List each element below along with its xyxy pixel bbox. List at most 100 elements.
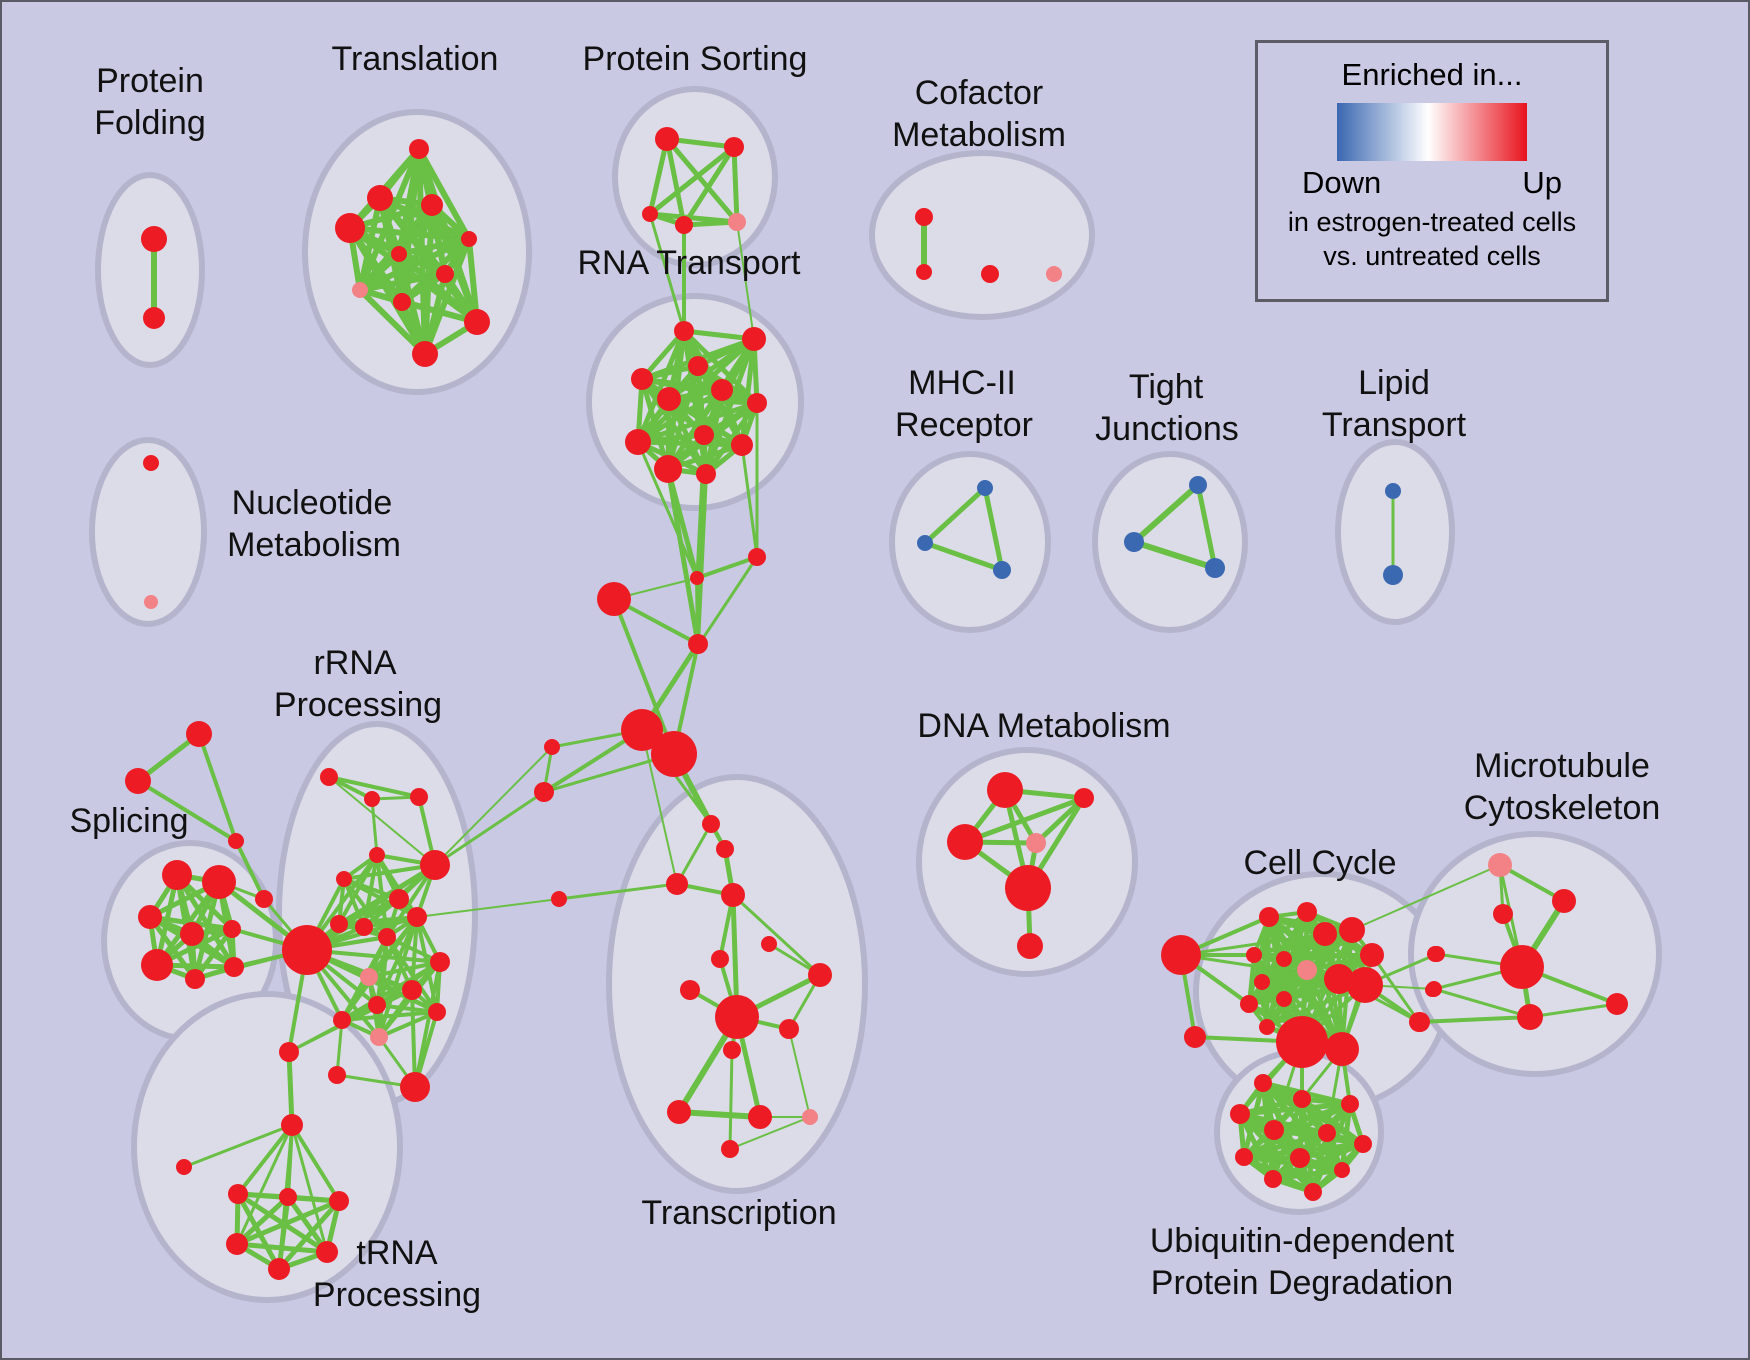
edge-rr21-rr22 [286,1051,295,1126]
node-x2 [125,768,151,794]
edge-ps2-ps4 [681,145,737,227]
node-s2 [202,865,236,899]
node-t1 [409,139,429,159]
node-s9 [255,890,273,908]
edge-t4-t5 [349,225,470,242]
node-ps2 [724,137,744,157]
node-d5 [1005,865,1051,911]
node-rr3 [410,788,428,806]
edge-s5-s7 [192,927,235,981]
cluster-label-protein-sorting: Protein Sorting [583,40,808,78]
edge-r7-r9 [637,400,758,445]
node-tr9 [680,980,700,1000]
node-c13 [1276,991,1292,1007]
node-tr16 [721,1140,739,1158]
node-c5 [1339,917,1365,943]
node-rr16 [428,1003,446,1021]
node-t10 [464,309,490,335]
edge-rr1-rr7 [328,776,436,866]
node-hub1 [621,709,663,751]
node-t4 [335,213,365,243]
edge-t6-t10 [397,251,479,325]
node-tr7 [761,936,777,952]
edge-tn5-tn6 [236,1241,328,1255]
node-tn3 [279,1188,297,1206]
node-m2 [917,535,933,551]
node-u7 [1354,1135,1372,1153]
node-d4 [1026,833,1046,853]
edge-rr2-rr4 [370,798,379,856]
node-u11 [1264,1170,1282,1188]
node-t9 [393,293,411,311]
node-tr1 [702,815,720,833]
node-r1 [674,321,694,341]
node-d1 [987,772,1023,808]
legend-down-label: Down [1302,165,1382,200]
legend-caption-line2: vs. untreated cells [1323,241,1541,271]
node-mt1 [1488,853,1512,877]
node-rr2 [364,791,380,807]
node-tr10 [715,995,759,1039]
edge-ps1-ps5 [665,137,739,224]
node-tr14 [748,1105,772,1129]
node-c7 [1246,947,1262,963]
node-tn2 [228,1184,248,1204]
cluster-label-cofactor-metabolism: Metabolism [892,116,1066,154]
edge-r4-r7 [641,376,758,406]
edge-lb2-rr7 [434,790,545,867]
node-u8 [1235,1148,1253,1166]
cluster-label-tight-junctions: Junctions [1095,410,1239,448]
cluster-label-translation: Translation [332,40,499,78]
node-rr17 [360,968,378,986]
cluster-ellipse-mhc-ii-receptor [889,451,1051,633]
edge-d2-d4 [1034,796,1086,845]
edge-rr14-rr16 [376,1003,438,1014]
node-t5 [461,231,477,247]
node-r2 [742,327,766,351]
cluster-label-splicing: Splicing [69,802,188,840]
cluster-label-cofactor-metabolism: Cofactor [915,74,1044,112]
node-ch2 [748,548,766,566]
edge-r7-r12 [703,401,760,476]
edge-c7-c18 [1252,953,1344,1051]
edge-t8-t11 [357,287,428,357]
node-rr15 [333,1011,351,1029]
edge-m1-m3 [982,487,1005,571]
node-rr13 [402,980,422,1000]
node-x3 [228,833,244,849]
node-r5 [711,379,733,401]
edge-mt6-mt8 [1433,987,1531,1019]
cluster-label-mhc-ii-receptor: Receptor [895,406,1033,444]
edge-r1-r9 [635,330,687,443]
edge-u10-u11 [1272,1167,1343,1182]
edge-ps2-ps5 [731,146,740,223]
edge-ch3-hub2 [612,598,676,755]
edge-t7-t8 [359,271,446,293]
cluster-label-ubiquitin: Protein Degradation [1151,1264,1453,1302]
node-rr4 [369,847,385,863]
node-tr8 [808,963,832,987]
node-c16 [1184,1026,1206,1048]
node-tn4 [329,1191,349,1211]
node-d2 [1074,788,1094,808]
node-lb2 [534,782,554,802]
node-r3 [688,356,708,376]
edge-mt8-mt9 [1529,1002,1618,1019]
node-mt3 [1493,904,1513,924]
node-r7 [747,393,767,413]
edge-ps3-r1 [648,213,686,332]
edge-hub1-tr3 [641,729,678,885]
edge-rr12-rr17 [368,960,441,979]
node-ch4 [688,634,708,654]
node-tr6 [711,950,729,968]
node-lt1 [1385,483,1401,499]
edge-tr15-tr11 [788,1028,811,1118]
node-tr15 [802,1109,818,1125]
edge-mt1-mt2 [1499,863,1565,903]
edge-ps1-ps4 [664,138,687,226]
node-rr21 [279,1042,299,1062]
edge-tj2-tj3 [1133,539,1216,571]
node-t8 [352,282,368,298]
node-rr6 [389,889,409,909]
